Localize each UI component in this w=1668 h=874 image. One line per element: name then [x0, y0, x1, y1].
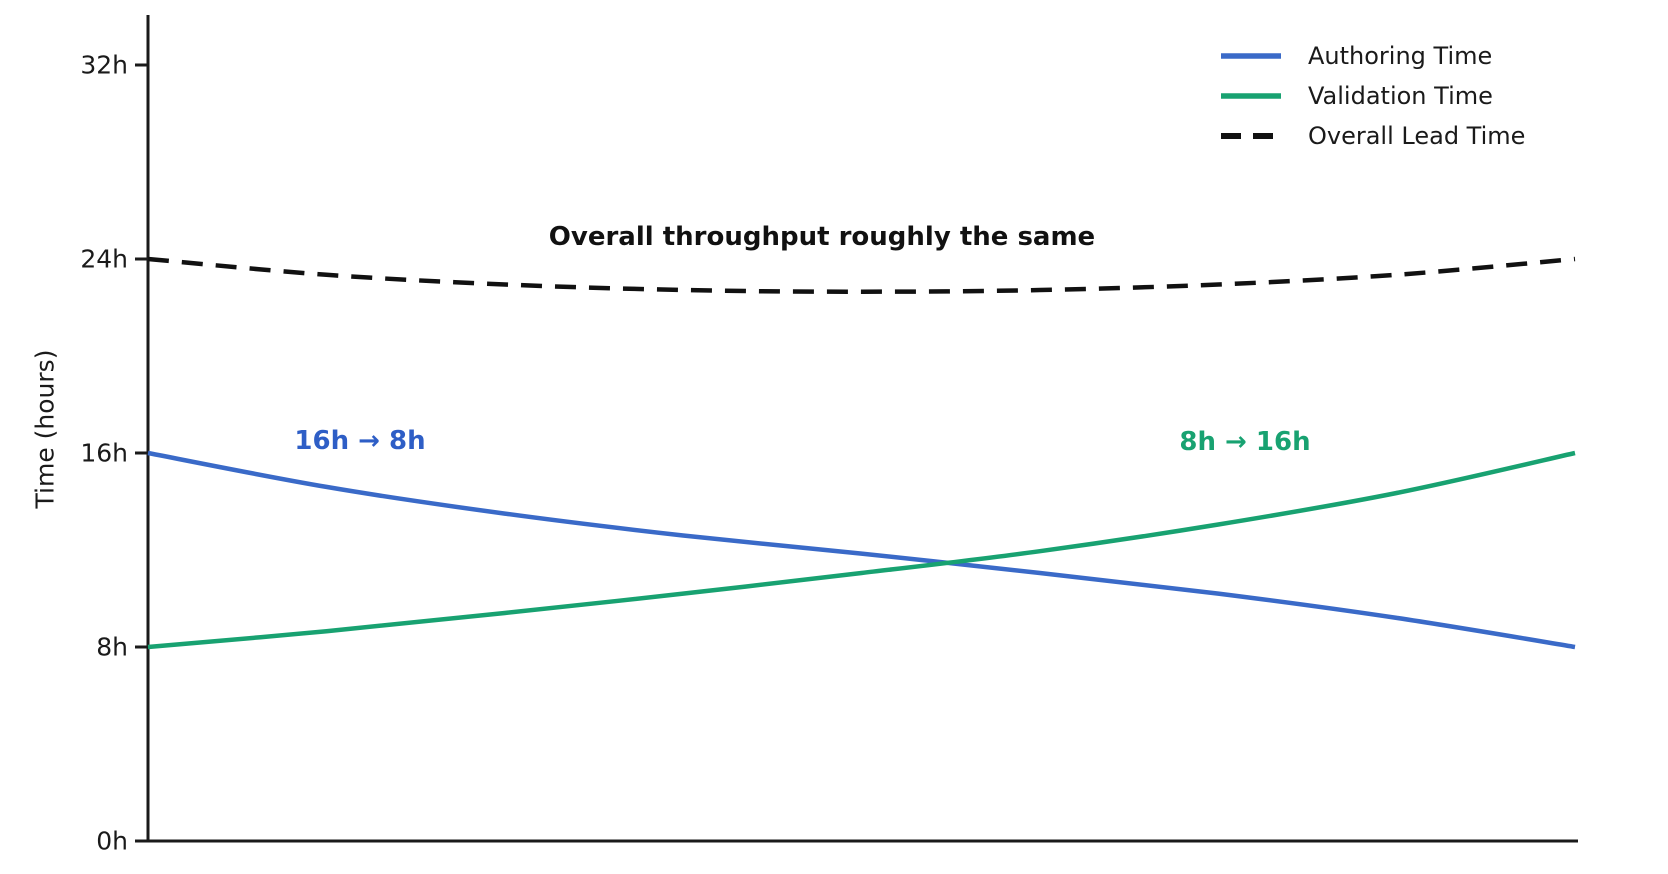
overall-dashed-swatch-icon — [1221, 133, 1281, 139]
annotation-authoring-change: 16h → 8h — [294, 426, 426, 456]
y-axis-title: Time (hours) — [30, 349, 60, 509]
y-tick-label: 32h — [80, 50, 128, 80]
legend-label-authoring: Authoring Time — [1308, 42, 1493, 70]
legend-item-validation: Validation Time — [1220, 76, 1525, 116]
legend-item-authoring: Authoring Time — [1220, 36, 1525, 76]
legend-item-overall: Overall Lead Time — [1220, 116, 1525, 156]
data-series-lines — [147, 256, 1576, 650]
y-tick-label: 24h — [80, 244, 128, 274]
axes — [146, 15, 1578, 843]
y-tick-label: 0h — [96, 826, 128, 856]
authoring-line-swatch-icon — [1221, 53, 1281, 59]
y-tick-label: 16h — [80, 438, 128, 468]
y-tick-label: 8h — [96, 632, 128, 662]
legend: Authoring Time Validation Time Overall L… — [1220, 36, 1525, 156]
y-axis-ticks — [135, 63, 148, 843]
validation-line-swatch-icon — [1221, 93, 1281, 99]
legend-label-overall: Overall Lead Time — [1308, 122, 1526, 150]
legend-label-validation: Validation Time — [1308, 82, 1493, 110]
annotation-throughput-note: Overall throughput roughly the same — [548, 222, 1096, 252]
annotation-validation-change: 8h → 16h — [1179, 427, 1311, 457]
